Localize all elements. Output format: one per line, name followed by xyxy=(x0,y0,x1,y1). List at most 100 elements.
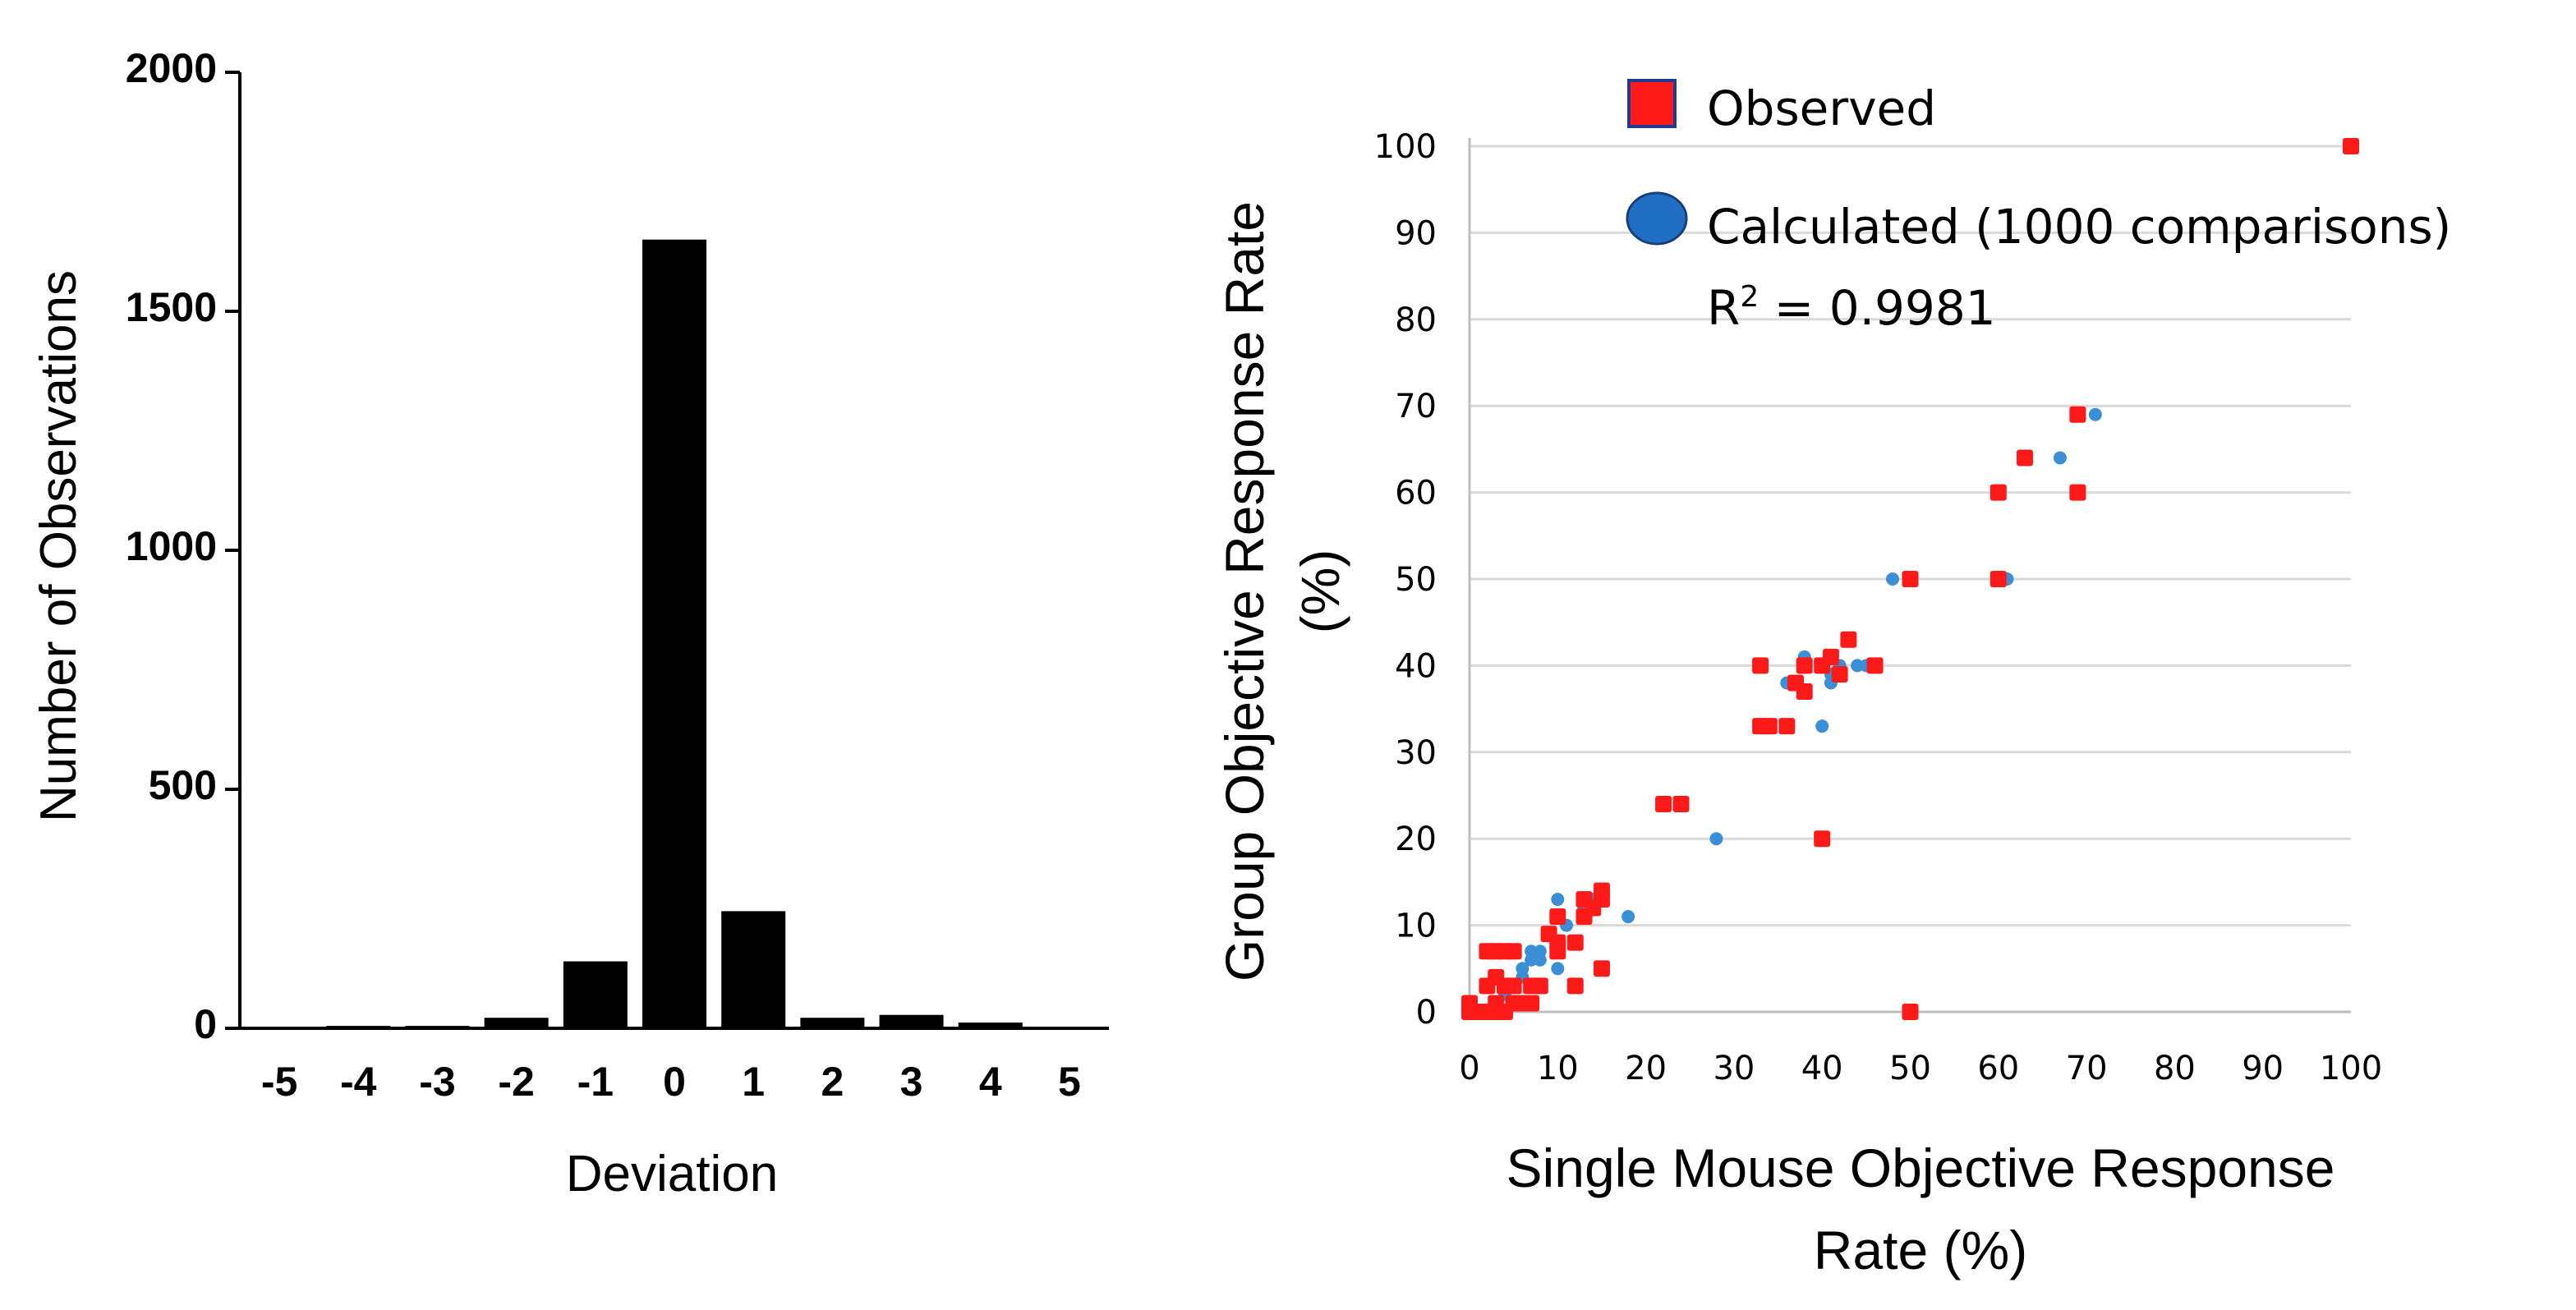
scatter-y-tick-label: 0 xyxy=(1416,994,1437,1032)
scatter-x-axis-title-line1: Single Mouse Objective Response xyxy=(1506,1138,2335,1198)
observed-point xyxy=(1822,648,1839,665)
scatter-x-tick-label: 0 xyxy=(1459,1050,1479,1087)
scatter-y-tick-label: 50 xyxy=(1395,561,1437,599)
observed-point xyxy=(1655,796,1672,813)
calculated-point xyxy=(2053,451,2067,465)
observed-point xyxy=(1902,1004,1919,1020)
observed-point xyxy=(1760,718,1778,735)
observed-point xyxy=(2069,484,2086,501)
scatter-x-tick-label: 50 xyxy=(1889,1050,1931,1087)
histogram-x-ticks: -5 -4 -3 -2 -1 0 1 2 3 4 5 xyxy=(261,1059,1081,1105)
scatter-y-axis-title-line1: Group Objective Response Rate xyxy=(1214,201,1275,981)
histogram-x-tick-label: -5 xyxy=(261,1059,297,1105)
scatter-legend: Observed Calculated (1000 comparisons) R… xyxy=(1626,79,2451,336)
histogram-x-tick-label: 5 xyxy=(1058,1059,1081,1105)
histogram-chart: 0 500 1000 1500 2000 -5 -4 -3 -2 -1 0 1 2 3 4 5 Number… xyxy=(30,45,1109,1202)
observed-point xyxy=(1566,977,1584,995)
histogram-x-tick-label: -3 xyxy=(419,1059,455,1105)
histogram-y-tick-label: 0 xyxy=(194,1001,217,1047)
histogram-y-tick-label: 1000 xyxy=(126,523,217,569)
histogram-bars xyxy=(326,239,1023,1028)
observed-point xyxy=(1778,718,1796,735)
observed-point xyxy=(1593,882,1610,899)
observed-point xyxy=(1752,657,1769,674)
scatter-x-tick-label: 20 xyxy=(1625,1050,1667,1087)
observed-point xyxy=(1531,977,1548,995)
calculated-point xyxy=(1815,719,1829,733)
histogram-x-tick-label: 0 xyxy=(663,1059,686,1105)
legend-observed-marker xyxy=(1627,79,1677,128)
scatter-y-tick-label: 70 xyxy=(1395,388,1437,425)
observed-point xyxy=(1505,977,1522,995)
histogram-x-tick-label: -2 xyxy=(498,1059,534,1105)
histogram-x-tick-label: 2 xyxy=(821,1059,844,1105)
scatter-y-tick-label: 60 xyxy=(1395,475,1437,513)
observed-point xyxy=(2343,138,2359,154)
observed-series xyxy=(1461,138,2359,1020)
histogram-y-tick-label: 2000 xyxy=(126,45,217,91)
observed-point xyxy=(1866,657,1884,674)
observed-point xyxy=(1549,943,1566,960)
scatter-x-tick-label: 80 xyxy=(2154,1050,2196,1087)
observed-point xyxy=(1796,657,1813,674)
scatter-x-tick-label: 10 xyxy=(1537,1050,1579,1087)
observed-point xyxy=(1479,977,1496,995)
histogram-bar xyxy=(879,1014,944,1028)
scatter-gridlines xyxy=(1470,145,2351,927)
observed-point xyxy=(1814,830,1831,848)
observed-point xyxy=(1461,995,1478,1012)
observed-point xyxy=(1840,631,1857,648)
observed-point xyxy=(1990,571,2007,587)
scatter-y-tick-label: 20 xyxy=(1395,820,1437,858)
observed-point xyxy=(1990,484,2007,501)
histogram-y-tick-label: 1500 xyxy=(126,284,217,330)
calculated-point xyxy=(1709,832,1723,846)
calculated-point xyxy=(1886,572,1900,586)
scatter-chart: 0 10 20 30 40 50 60 70 80 90 100 0 10 20 30 40 50 60 70 80… xyxy=(1214,79,2451,1280)
histogram-bar xyxy=(721,911,786,1028)
legend-observed-label: Observed xyxy=(1707,80,1936,136)
scatter-y-tick-label: 80 xyxy=(1395,301,1437,339)
calculated-point xyxy=(2088,407,2102,421)
scatter-x-tick-label: 100 xyxy=(2320,1050,2382,1087)
scatter-y-tick-label: 30 xyxy=(1395,734,1437,772)
scatter-x-ticks: 0 10 20 30 40 50 60 70 80 90 100 xyxy=(1459,1050,2382,1087)
observed-point xyxy=(1505,943,1522,960)
histogram-x-axis-title: Deviation xyxy=(566,1146,778,1202)
scatter-y-tick-label: 90 xyxy=(1395,214,1437,252)
legend-calculated-label: Calculated (1000 comparisons) xyxy=(1707,199,2451,255)
scatter-x-axis-title-line2: Rate (%) xyxy=(1814,1220,2027,1280)
histogram-x-tick-label: 1 xyxy=(742,1059,765,1105)
histogram-bar xyxy=(642,239,706,1028)
calculated-point xyxy=(1516,962,1530,976)
observed-point xyxy=(1549,908,1566,926)
calculated-point xyxy=(1533,953,1547,967)
observed-point xyxy=(1593,960,1610,977)
calculated-point xyxy=(1551,962,1565,976)
calculated-point xyxy=(1622,910,1635,924)
scatter-y-axis-title-line2: (%) xyxy=(1290,549,1350,634)
scatter-y-tick-label: 40 xyxy=(1395,647,1437,685)
calculated-point xyxy=(1551,892,1565,906)
histogram-bar xyxy=(958,1023,1023,1028)
histogram-y-axis-title: Number of Observations xyxy=(30,270,87,822)
scatter-y-tick-label: 10 xyxy=(1395,908,1437,945)
observed-point xyxy=(2069,406,2086,423)
scatter-x-tick-label: 90 xyxy=(2242,1050,2284,1087)
histogram-y-tick-label: 500 xyxy=(149,762,217,808)
scatter-x-tick-label: 70 xyxy=(2066,1050,2108,1087)
observed-point xyxy=(1831,665,1848,683)
histogram-bar xyxy=(484,1018,549,1028)
histogram-x-tick-label: 3 xyxy=(900,1059,923,1105)
scatter-y-ticks: 0 10 20 30 40 50 60 70 80 90 100 xyxy=(1374,128,1437,1032)
histogram-x-tick-label: -1 xyxy=(577,1059,614,1105)
observed-point xyxy=(2016,449,2033,467)
histogram-bar xyxy=(800,1018,865,1028)
histogram-x-tick-label: -4 xyxy=(340,1059,377,1105)
legend-r-squared: R2 = 0.9981 xyxy=(1707,280,1996,336)
observed-point xyxy=(1796,683,1813,701)
observed-point xyxy=(1523,995,1540,1012)
scatter-x-tick-label: 30 xyxy=(1713,1050,1755,1087)
histogram-y-ticks: 0 500 1000 1500 2000 xyxy=(126,45,240,1047)
